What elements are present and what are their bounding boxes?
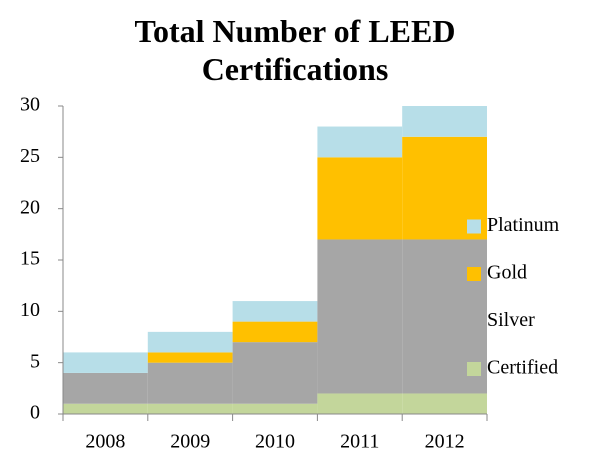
y-tick-label: 5	[30, 350, 40, 372]
y-tick-label: 25	[20, 145, 40, 167]
legend-label: Certified	[487, 357, 558, 379]
bar-segment	[402, 393, 487, 414]
y-tick-label: 0	[30, 402, 40, 424]
x-tick-label: 2008	[85, 431, 125, 453]
bar-segment	[147, 331, 233, 353]
bar-segment	[317, 157, 403, 240]
bar-segment	[232, 321, 318, 343]
chart-title: Total Number of LEED Certifications	[134, 13, 456, 87]
legend-label: Silver	[487, 309, 535, 331]
x-tick-label: 2012	[425, 431, 465, 453]
bar-segment	[63, 352, 148, 373]
bar-segment	[232, 301, 318, 322]
bar-segment	[402, 106, 487, 137]
y-tick-label: 30	[20, 94, 40, 116]
legend-swatch	[467, 314, 481, 329]
bar-segment	[232, 342, 318, 404]
legend-label: Gold	[487, 262, 527, 284]
legend-swatch	[467, 219, 481, 234]
y-tick-label: 15	[20, 248, 40, 270]
bar-segment	[147, 403, 233, 414]
x-tick-label: 2011	[340, 431, 379, 453]
y-tick-label: 20	[20, 196, 40, 218]
bar-segment	[317, 126, 403, 158]
bar-segment	[63, 403, 148, 414]
legend-swatch	[467, 362, 481, 376]
bar-segment	[147, 362, 233, 404]
bar-segment	[63, 372, 148, 404]
bar-segment	[317, 239, 403, 394]
x-tick-label: 2009	[170, 431, 210, 453]
x-tick-label: 2010	[255, 431, 295, 453]
bar-segment	[232, 403, 318, 414]
bar-segment	[147, 352, 233, 363]
bar-segment	[317, 393, 403, 414]
legend-swatch	[467, 267, 481, 281]
legend-label: Platinum	[487, 214, 560, 236]
y-tick-label: 10	[20, 299, 40, 321]
